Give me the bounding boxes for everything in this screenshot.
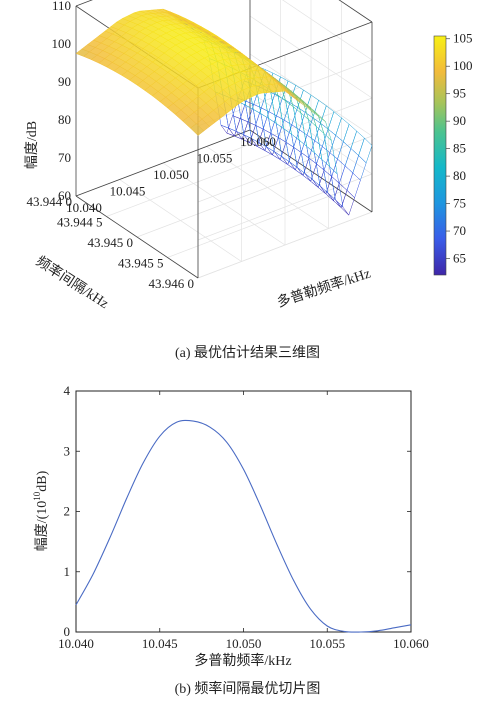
colorbar-tick-label: 65	[453, 251, 466, 266]
chart-3d-surface: 60 70 80 90 100 110 43.946 0 43.945 5 43.945 0 43…	[24, 0, 473, 312]
x-tick-label: 10.055	[197, 151, 233, 166]
surface-cell	[352, 155, 367, 181]
z-tick-label: 100	[52, 36, 72, 51]
colorbar-tick-label: 75	[453, 196, 466, 211]
colorbar-tick-label: 85	[453, 141, 466, 156]
y-axis-label-sup: 10	[32, 491, 42, 501]
gridline-y-floor	[167, 191, 342, 258]
x-tick-label-2d: 10.050	[226, 636, 262, 651]
colorbar-tick-label: 90	[453, 113, 466, 128]
x-tick-label-2d: 10.055	[309, 636, 345, 651]
x-tick-label-2d: 10.060	[393, 636, 429, 651]
z-tick-label: 80	[58, 112, 71, 127]
gridline-y-floor	[136, 170, 312, 238]
axes-edge	[75, 195, 199, 279]
caption-a: (a) 最优估计结果三维图	[174, 346, 321, 361]
colorbar-tick-label: 95	[453, 86, 466, 101]
y-tick-label-2d: 0	[64, 624, 71, 639]
surface-cell	[292, 106, 308, 147]
colorbar-tick-label: 70	[453, 223, 466, 238]
y-tick-label: 43.946 0	[149, 276, 195, 291]
colorbar-ticks: 65 70 75 80 85 90 95 100 105	[446, 31, 473, 266]
plot-area-2d	[75, 390, 412, 633]
axes-edge	[75, 129, 251, 197]
axis-ticks-2d: 10.040 10.045 10.050 10.055 10.060 0 1 2 3 4	[58, 383, 429, 651]
y-axis-label-2d: 幅度/(1010dB)	[32, 470, 50, 551]
y-tick-label: 43.945 5	[118, 256, 164, 271]
series-line-slice	[75, 419, 412, 633]
y-tick-label-2d: 3	[64, 443, 71, 458]
surface-cell	[317, 113, 332, 142]
x-tick-label: 10.050	[153, 167, 189, 182]
x-tick-label: 10.040	[66, 200, 102, 215]
x-axis-label-2d: 多普勒频率/kHz	[194, 652, 291, 669]
gridline-y-floor	[106, 150, 281, 217]
surface-cell	[275, 122, 290, 163]
x-tick-label: 10.045	[110, 184, 146, 199]
surface-cell	[226, 115, 241, 137]
y-tick-label: 43.944 5	[57, 215, 103, 230]
z-tick-label: 90	[58, 74, 71, 89]
surface-cell	[358, 137, 373, 164]
caption-b: (b) 频率间隔最优切片图	[174, 682, 321, 697]
chart-2d-slice: 10.040 10.045 10.050 10.055 10.060 0 1 2 3 4 多普勒频…	[32, 383, 429, 669]
axis-ticks-3d: 60 70 80 90 100 110 43.946 0 43.945 5 43.945 0 43…	[27, 0, 276, 291]
y-axis-label-tail: dB)	[35, 470, 50, 491]
colorbar-tick-label: 80	[453, 168, 466, 183]
y-tick-label-2d: 1	[64, 564, 71, 579]
surface-cell	[340, 189, 355, 216]
axes-edge	[75, 0, 93, 7]
surface-cell	[298, 139, 313, 181]
x-tick-label: 10.060	[240, 134, 276, 149]
gridline-y-floor	[197, 211, 373, 279]
surface-cell	[333, 182, 348, 209]
z-axis-label: 幅度/dB	[24, 121, 40, 169]
y-tick-label-2d: 2	[64, 504, 71, 519]
y-tick-label-2d: 4	[64, 383, 71, 398]
colorbar-tick-label: 105	[453, 31, 473, 46]
colorbar	[433, 35, 447, 276]
z-tick-label: 60	[58, 188, 71, 203]
surface-cell	[346, 172, 361, 199]
x-tick-label-2d: 10.040	[58, 636, 94, 651]
surface-cell	[75, 48, 90, 57]
y-axis-label: 频率间隔/kHz	[33, 252, 112, 312]
y-tick-label: 43.945 0	[88, 235, 134, 250]
x-tick-label-2d: 10.045	[142, 636, 178, 651]
y-axis-label-main: 幅度/(10	[34, 501, 50, 552]
axes-edge	[338, 0, 373, 23]
surface-mesh	[75, 8, 373, 216]
colorbar-tick-label: 100	[453, 58, 473, 73]
x-axis-label: 多普勒频率/kHz	[275, 265, 373, 311]
y-tick-label: 43.944 0	[27, 194, 73, 209]
z-tick-label: 110	[52, 0, 71, 13]
z-tick-label: 70	[58, 150, 71, 165]
